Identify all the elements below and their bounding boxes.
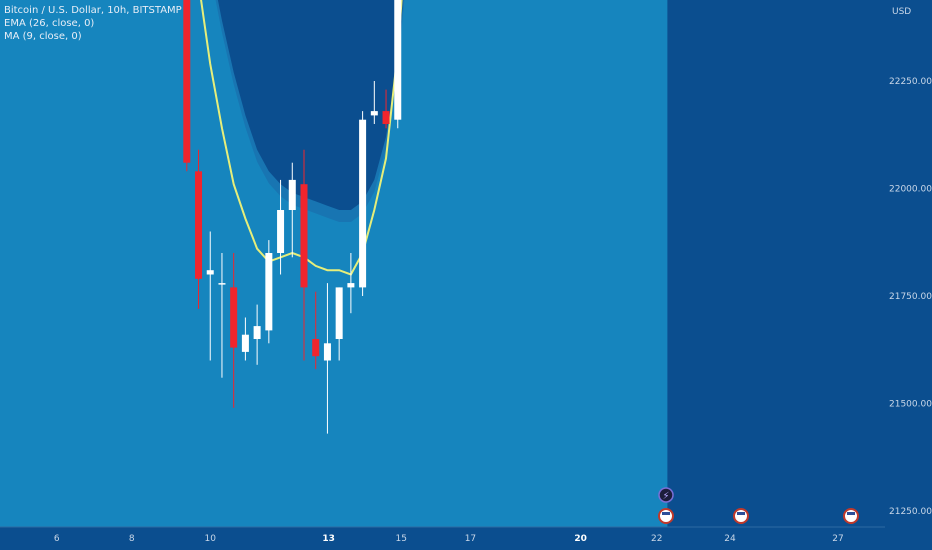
us-flag-stripe <box>847 512 855 515</box>
candle <box>288 179 296 210</box>
x-tick-label: 6 <box>54 534 60 544</box>
x-tick-label: 15 <box>396 534 407 544</box>
axis-unit: USD <box>892 7 911 17</box>
candle <box>323 343 331 361</box>
legend-ma: MA (9, close, 0) <box>4 31 82 42</box>
x-tick-label: 22 <box>651 534 662 544</box>
ma-line <box>200 0 403 276</box>
candle <box>241 334 249 352</box>
lightning-glyph: ⚡ <box>662 491 669 502</box>
candle <box>218 283 226 285</box>
ma-area <box>0 0 668 527</box>
candle <box>206 270 214 275</box>
candle <box>335 287 343 339</box>
us-flag-icon <box>658 508 674 524</box>
lightning-icon <box>658 487 674 503</box>
us-flag-icon <box>733 508 749 524</box>
candle <box>359 119 367 288</box>
x-tick-label: 27 <box>832 534 843 544</box>
us-flag-icon <box>843 508 859 524</box>
candle <box>347 283 355 288</box>
x-tick-label: 13 <box>322 534 335 544</box>
x-tick-label: 24 <box>724 534 736 544</box>
us-flag-stripe <box>662 512 670 515</box>
x-tick-label: 20 <box>574 534 587 544</box>
candle <box>312 339 320 357</box>
candle <box>394 0 402 120</box>
y-tick-label: 22250.00 <box>889 77 932 87</box>
candle <box>382 111 390 124</box>
candle <box>265 253 273 331</box>
candle <box>183 0 191 163</box>
candle <box>230 287 238 348</box>
candle <box>370 111 378 116</box>
candle <box>195 171 203 279</box>
legend-ema: EMA (26, close, 0) <box>4 18 95 29</box>
y-tick-label: 21750.00 <box>889 292 932 302</box>
legend-title: Bitcoin / U.S. Dollar, 10h, BITSTAMP <box>4 5 182 16</box>
y-tick-label: 22000.00 <box>889 185 932 195</box>
x-tick-label: 17 <box>465 534 476 544</box>
chart-legend: Bitcoin / U.S. Dollar, 10h, BITSTAMP EMA… <box>4 4 182 43</box>
y-tick-label: 21500.00 <box>889 400 932 410</box>
x-tick-label: 10 <box>205 534 217 544</box>
candle <box>277 210 285 253</box>
candle <box>253 326 261 339</box>
y-tick-label: 21250.00 <box>889 507 932 517</box>
x-tick-label: 8 <box>129 534 135 544</box>
candle <box>300 184 308 288</box>
us-flag-stripe <box>737 512 745 515</box>
